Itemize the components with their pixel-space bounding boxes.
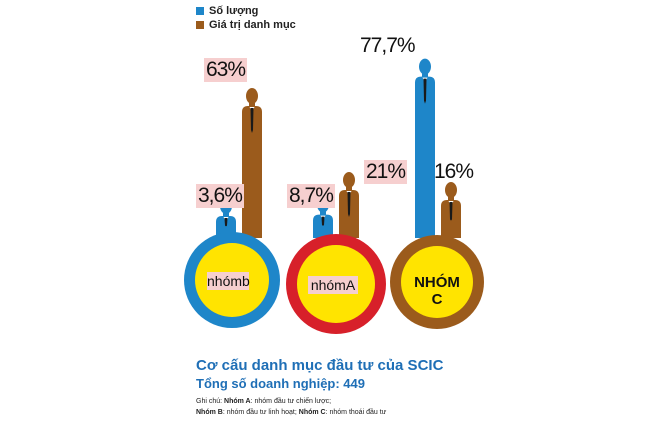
value-label-a-gia-tri: 21% — [364, 160, 408, 184]
legend-item-so-luong: Số lượng — [196, 5, 258, 17]
note-text-c: : nhóm thoái đầu tư — [325, 409, 387, 416]
bar-nhóm-b-gia-tri — [242, 88, 262, 238]
bar-nhóm-a-gia-tri — [339, 172, 359, 238]
value-label-c-gia-tri: 16% — [434, 160, 474, 183]
note-group-c: Nhóm C — [298, 409, 326, 416]
value-label-a-so-luong: 8,7% — [287, 184, 335, 208]
bar-nhóm-c-gia-tri — [441, 182, 461, 238]
chart-subtitle: Tổng số doanh nghiệp: 449 — [196, 376, 365, 391]
value-label-b-gia-tri: 63% — [204, 58, 248, 82]
note-text-b: : nhóm đầu tư linh hoạt; — [222, 409, 297, 416]
value-label-c-so-luong: 77,7% — [360, 34, 416, 57]
value-label-b-so-luong: 3,6% — [196, 184, 244, 208]
chart-title: Cơ cấu danh mục đầu tư của SCIC — [196, 357, 444, 374]
note-group-b: Nhóm B — [196, 409, 223, 416]
legend-swatch — [196, 21, 204, 29]
group-circle-inner-2 — [401, 246, 473, 318]
group-label-b: nhómb — [207, 272, 250, 290]
legend-swatch — [196, 7, 204, 15]
note-text-a: : nhóm đầu tư chiến lược; — [250, 398, 332, 405]
group-label-c: NHÓM C — [414, 274, 460, 308]
note-prefix: Ghi chú: — [196, 398, 223, 405]
note-group-a: Nhóm A — [224, 398, 251, 405]
note-line-1: Ghi chú: Nhóm A: nhóm đầu tư chiến lược; — [196, 398, 331, 405]
legend-label: Giá trị danh mục — [209, 19, 296, 31]
group-label-a: nhómA — [308, 276, 358, 294]
note-line-2: Nhóm B: nhóm đầu tư linh hoạt; Nhóm C: n… — [196, 409, 386, 416]
legend-item-gia-tri: Giá trị danh mục — [196, 19, 296, 31]
bar-nhóm-c-so-luong — [415, 58, 435, 238]
legend-label: Số lượng — [209, 5, 259, 17]
